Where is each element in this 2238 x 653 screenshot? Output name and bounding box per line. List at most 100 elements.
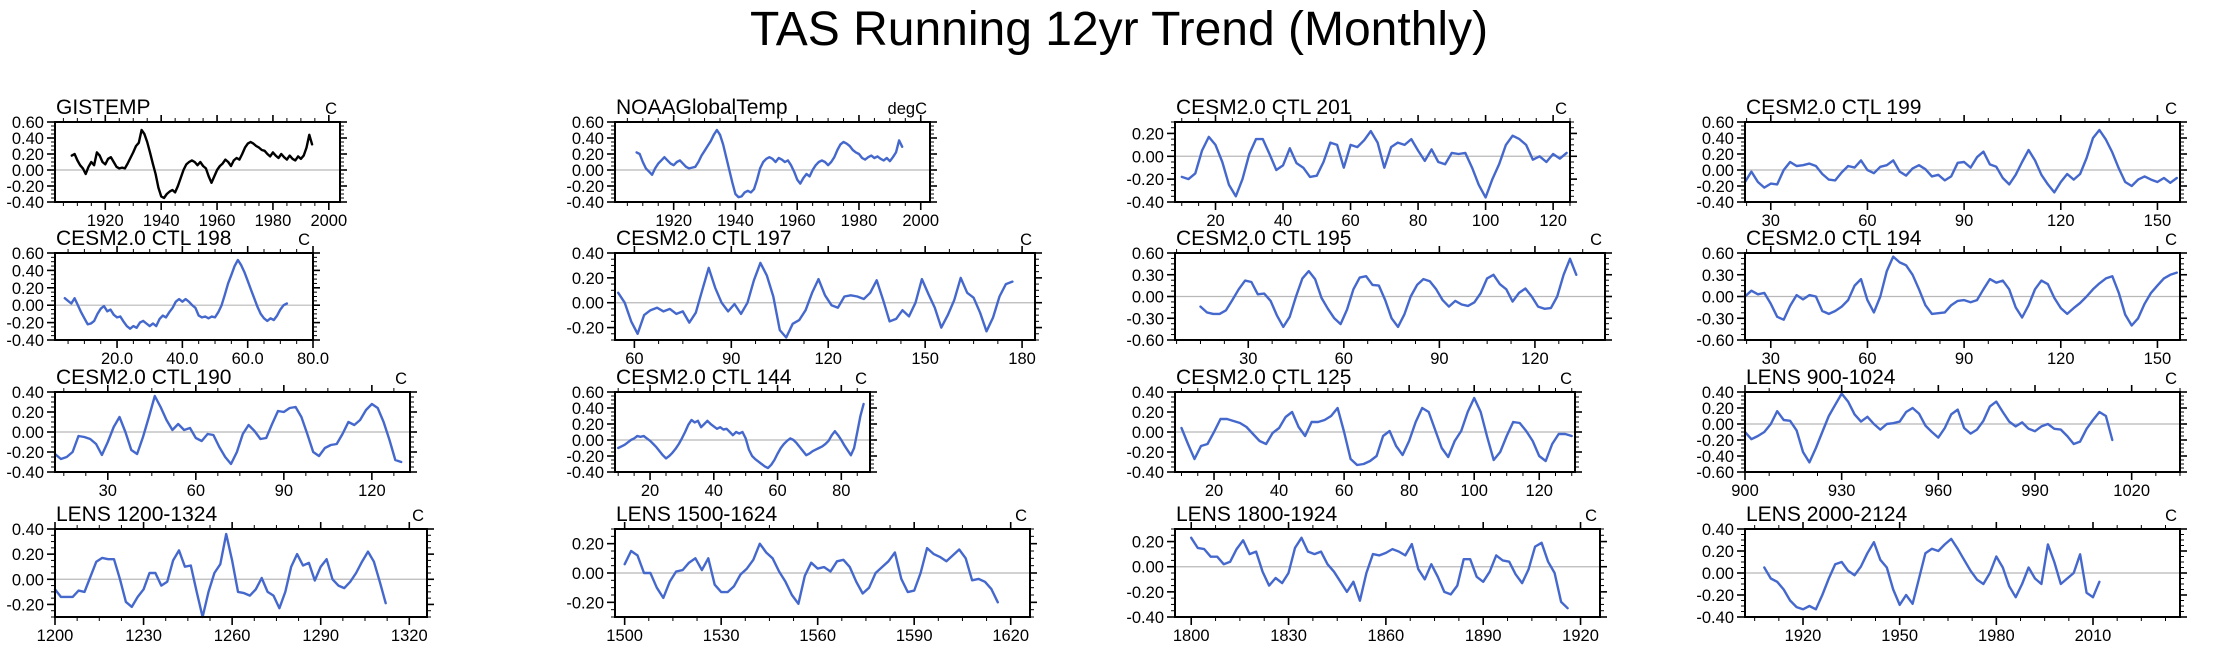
x-tick-label: 1560 (799, 627, 836, 645)
x-tick-label: 30 (99, 482, 117, 500)
x-tick-label: 1920 (87, 212, 124, 230)
plot-frame (614, 252, 1036, 341)
unit-label: C (298, 231, 310, 249)
x-tick-label: 20 (1205, 482, 1223, 500)
y-tick-label: 0.20 (1132, 125, 1164, 143)
y-tick-label: -0.20 (6, 596, 44, 614)
x-tick-label: 90 (1955, 212, 1973, 230)
unit-label: C (1015, 507, 1027, 525)
series-line (617, 261, 1014, 339)
x-tick-label: 150 (2144, 350, 2172, 368)
x-tick-label: 1590 (896, 627, 933, 645)
y-tick-label: -0.20 (566, 448, 604, 466)
x-tick-label: 30 (1239, 350, 1257, 368)
x-tick-label: 1890 (1465, 627, 1502, 645)
subplot-title: CESM2.0 CTL 198 (56, 227, 231, 250)
x-tick-label: 1960 (779, 212, 816, 230)
y-tick-label: -0.40 (1126, 609, 1164, 627)
y-tick-label: 0.60 (1702, 245, 1734, 263)
subplot-title: LENS 1800-1924 (1176, 503, 1337, 526)
x-tick-label: 100 (1472, 212, 1500, 230)
x-tick-label: 120 (2047, 350, 2075, 368)
subplot-lens-2000-2124: 0.40 0.20 0.00 -0.20 -0.40 1920 1950 1980 2010 LE… (1696, 503, 2187, 645)
x-tick-label: 120 (1525, 482, 1553, 500)
y-tick-label: 0.60 (572, 114, 604, 132)
series-line (1743, 392, 2114, 464)
x-tick-label: 1230 (125, 627, 162, 645)
x-tick-label: 80.0 (297, 350, 329, 368)
subplot-title: LENS 1200-1324 (56, 503, 217, 526)
y-tick-label: 0.40 (1702, 130, 1734, 148)
subplot-noaaglobaltemp: 0.600.400.200.00-0.20-0.40 1920 1940 1960 19… (566, 96, 939, 230)
series-line (70, 128, 314, 200)
series-line (1189, 536, 1569, 610)
y-tick-label: 0.60 (1702, 114, 1734, 132)
subplot-title: CESM2.0 CTL 194 (1746, 227, 1922, 250)
y-tick-label: -0.40 (1126, 194, 1164, 212)
x-tick-label: 60 (187, 482, 205, 500)
unit-label: C (2165, 370, 2177, 388)
subplot-title: GISTEMP (56, 96, 151, 119)
y-tick-label: 0.20 (1132, 534, 1164, 552)
x-tick-label: 1980 (841, 212, 878, 230)
y-tick-label: 0.20 (1132, 404, 1164, 422)
subplot-gistemp: 0.600.400.200.00-0.20-0.40 1920 1940 1960 19… (6, 96, 347, 230)
x-tick-label: 90 (275, 482, 293, 500)
y-tick-label: -0.20 (1696, 178, 1734, 196)
y-tick-label: 0.20 (572, 270, 604, 288)
y-tick-label: 0.20 (572, 416, 604, 434)
y-tick-label: -0.20 (6, 315, 44, 333)
plot-frame (1174, 391, 1576, 473)
y-tick-label: 0.20 (12, 404, 44, 422)
x-tick-label: 1530 (703, 627, 740, 645)
x-tick-label: 1920 (1785, 627, 1822, 645)
x-tick-label: 80 (1409, 212, 1427, 230)
x-tick-label: 60 (1335, 482, 1353, 500)
x-tick-label: 40 (705, 482, 723, 500)
plot-frame (54, 528, 428, 618)
subplot-cesm2-0-ctl-190: 0.40 0.20 0.00 -0.20 -0.40 30 60 90 120 CESM2.0 C… (6, 366, 417, 500)
x-tick-label: 1800 (1173, 627, 1210, 645)
x-tick-label: 80 (1400, 482, 1418, 500)
y-tick-label: 0.00 (572, 162, 604, 180)
subplot-cesm2-0-ctl-125: 0.40 0.20 0.00 -0.20 -0.40 20 40 60 80 100 120 CESM… (1126, 366, 1582, 500)
subplot-title: CESM2.0 CTL 199 (1746, 96, 1921, 119)
y-tick-label: -0.20 (566, 178, 604, 196)
series-line (623, 542, 999, 605)
plot-frame (54, 252, 314, 341)
y-tick-label: 0.00 (1132, 559, 1164, 577)
subplot-title: LENS 1500-1624 (616, 503, 777, 526)
y-tick-label: 0.40 (572, 130, 604, 148)
x-tick-label: 60 (1335, 350, 1353, 368)
y-tick-label: -0.20 (1696, 587, 1734, 605)
y-tick-label: 0.40 (12, 521, 44, 539)
x-tick-label: 1830 (1270, 627, 1307, 645)
plot-frame (1744, 391, 2181, 473)
x-tick-label: 80 (832, 482, 850, 500)
x-tick-label: 1980 (255, 212, 292, 230)
series-line (1180, 129, 1568, 199)
y-tick-label: -0.60 (1696, 464, 1734, 482)
unit-label: C (855, 370, 867, 388)
x-tick-label: 1620 (992, 627, 1029, 645)
unit-label: C (2165, 507, 2177, 525)
subplot-cesm2-0-ctl-195: 0.60 0.30 0.00 -0.30 -0.60 30 60 90 120 CESM2.0 C… (1126, 227, 1612, 368)
y-tick-label: -0.40 (1696, 609, 1734, 627)
x-tick-label: 120 (814, 350, 842, 368)
x-tick-label: 1920 (655, 212, 692, 230)
y-tick-label: 0.40 (572, 400, 604, 418)
plot-frame (1174, 528, 1601, 618)
subplot-cesm2-0-ctl-194: 0.60 0.30 0.00 -0.30 -0.60 30 60 90 120 150 CESM2.… (1696, 227, 2187, 368)
x-tick-label: 120 (358, 482, 386, 500)
y-tick-label: 0.00 (1702, 565, 1734, 583)
unit-label: C (1020, 231, 1032, 249)
y-tick-label: 0.20 (12, 146, 44, 164)
unit-label: C (395, 370, 407, 388)
x-tick-label: 60 (768, 482, 786, 500)
unit-label: C (412, 507, 424, 525)
x-tick-label: 1290 (302, 627, 339, 645)
y-tick-label: 0.60 (572, 384, 604, 402)
series-line (53, 394, 403, 466)
y-tick-label: -0.60 (1696, 332, 1734, 350)
series-line (1763, 537, 2101, 611)
